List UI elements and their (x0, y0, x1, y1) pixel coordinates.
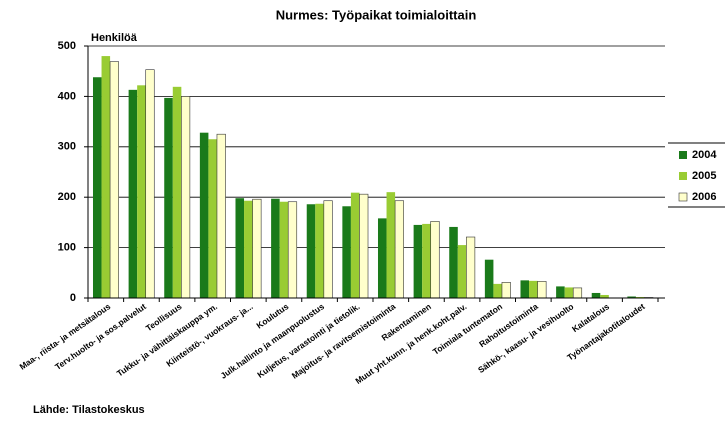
bar (493, 283, 502, 298)
bar (600, 294, 609, 298)
source: Lähde: Tilastokeskus (33, 404, 145, 416)
bar (128, 89, 138, 299)
legend-swatch (678, 192, 688, 202)
y-tick-label: 200 (58, 191, 76, 203)
bar (520, 280, 530, 298)
bar (501, 282, 511, 299)
legend-label: 2004 (692, 149, 717, 161)
legend-swatch (679, 172, 687, 180)
y-tick-label: 100 (58, 242, 76, 254)
bar (457, 245, 467, 298)
bar (422, 223, 431, 298)
bar (564, 287, 574, 298)
bar (287, 201, 298, 299)
bar (413, 224, 423, 298)
bar (109, 61, 119, 299)
bar (342, 206, 351, 298)
y-tick-label: 300 (58, 141, 76, 153)
bar (145, 69, 155, 299)
bar (199, 132, 209, 298)
y-tick-label: 400 (58, 90, 76, 102)
bar (216, 133, 226, 299)
legend-label: 2006 (692, 191, 716, 203)
bar (172, 86, 182, 298)
bar (635, 296, 645, 298)
bar (92, 77, 102, 298)
bar (279, 201, 289, 298)
bar (537, 281, 547, 299)
bar (386, 192, 396, 298)
bar (556, 286, 565, 298)
bar (350, 192, 360, 298)
bar (181, 96, 191, 299)
bar (306, 204, 316, 298)
legend-label: 2005 (692, 170, 716, 182)
bar (235, 198, 245, 298)
y-tick-label: 0 (70, 292, 76, 304)
chart-title: Nurmes: Työpaikat toimialoittain (276, 7, 477, 22)
bar (164, 97, 173, 298)
y-axis-label: Henkilöä (91, 32, 138, 44)
bar (449, 226, 458, 298)
bar (466, 236, 476, 299)
bar (377, 218, 387, 298)
bar (591, 292, 601, 298)
bar (359, 193, 369, 299)
bar (101, 56, 111, 298)
x-tick-label: Rahoitustoiminta (477, 301, 540, 349)
bar (244, 200, 253, 298)
y-tick-label: 500 (58, 40, 76, 52)
bar (627, 296, 636, 298)
bar (484, 259, 494, 298)
bar (271, 198, 280, 298)
bar (315, 203, 324, 298)
bar (208, 139, 217, 298)
bar (430, 221, 440, 299)
bar (323, 200, 333, 299)
bar (572, 287, 583, 299)
bar (252, 198, 262, 299)
bar (137, 85, 146, 298)
bar (529, 280, 538, 298)
bar (394, 200, 404, 299)
legend-swatch (679, 151, 687, 159)
